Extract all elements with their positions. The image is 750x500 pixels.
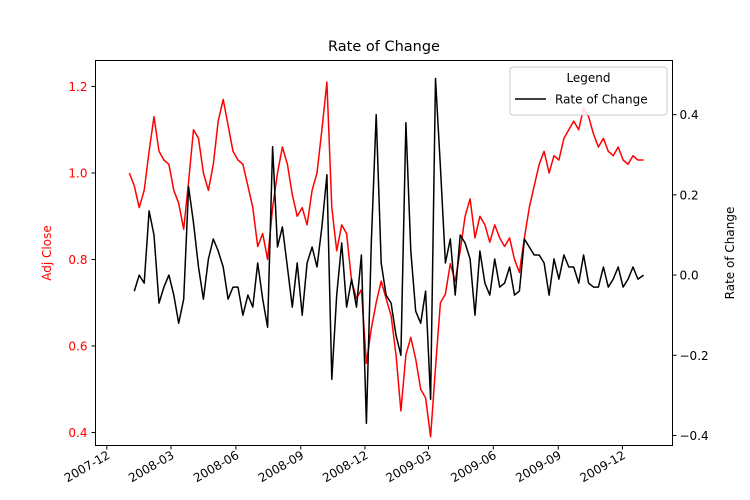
x-tick-label: 2009-09	[513, 448, 563, 485]
left-y-tick-label: 0.8	[68, 253, 87, 267]
x-tick-label: 2007-12	[62, 448, 112, 485]
x-tick-label: 2009-12	[577, 448, 627, 485]
right-y-axis: −0.4 −0.2 0.0 0.2 0.4	[672, 108, 709, 443]
left-y-tick-label: 0.6	[68, 340, 87, 354]
x-tick-label: 2008-12	[320, 448, 370, 485]
legend-entry-rate-of-change: Rate of Change	[555, 93, 648, 107]
right-y-tick-label: 0.4	[680, 108, 699, 122]
rate-of-change-line	[133, 77, 645, 425]
right-y-tick-label: −0.4	[680, 429, 709, 443]
right-y-tick-label: 0.0	[680, 269, 699, 283]
left-y-tick-label: 0.4	[68, 426, 87, 440]
legend-title: Legend	[566, 71, 610, 85]
legend: Legend Rate of Change	[509, 66, 668, 116]
x-tick-label: 2009-06	[448, 448, 498, 485]
x-tick-label: 2008-06	[191, 448, 241, 485]
x-tick-label: 2008-09	[256, 448, 306, 485]
right-y-tick-label: 0.2	[680, 188, 699, 202]
right-y-tick-label: −0.2	[680, 349, 709, 363]
left-y-tick-label: 1.0	[68, 166, 87, 180]
right-y-axis-label: Rate of Change	[723, 207, 737, 300]
chart-title: Rate of Change	[328, 39, 440, 55]
legend-box	[509, 66, 668, 116]
left-y-axis-label: Adj Close	[40, 225, 54, 280]
x-tick-label: 2008-03	[126, 448, 176, 485]
plot-lines	[128, 77, 645, 438]
left-y-tick-label: 1.2	[68, 80, 87, 94]
x-tick-label: 2009-03	[383, 448, 433, 485]
x-axis: 2007-12 2008-03 2008-06 2008-09 2008-12 2009-…	[62, 445, 628, 485]
plot-frame	[95, 60, 673, 446]
left-y-axis: 0.4 0.6 0.8 1.0 1.2	[68, 80, 96, 440]
adj-close-line	[128, 81, 644, 438]
